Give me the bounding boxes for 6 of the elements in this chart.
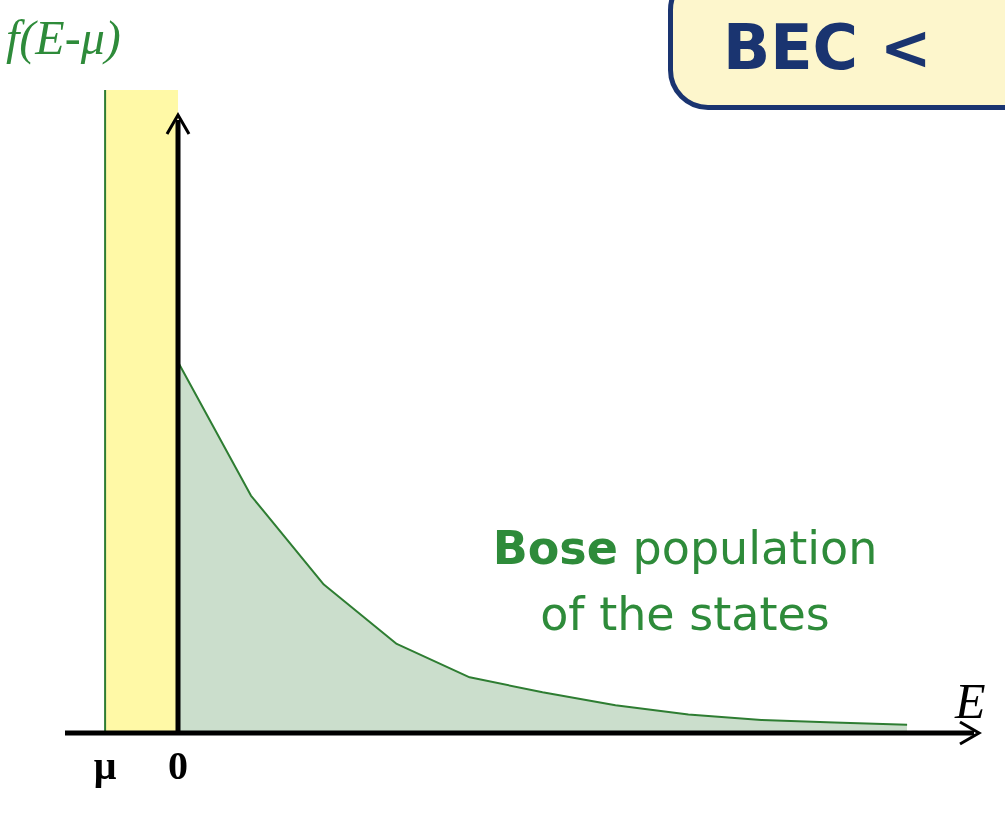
x-axis-title: E xyxy=(955,672,986,730)
annotation: Bose population of the states xyxy=(492,521,878,641)
chart-title: BEC < xyxy=(723,11,932,84)
x-tick-label: 0 xyxy=(168,743,189,789)
x-tick-label: μ xyxy=(93,743,117,789)
text: f(E-μ) xyxy=(6,10,121,65)
